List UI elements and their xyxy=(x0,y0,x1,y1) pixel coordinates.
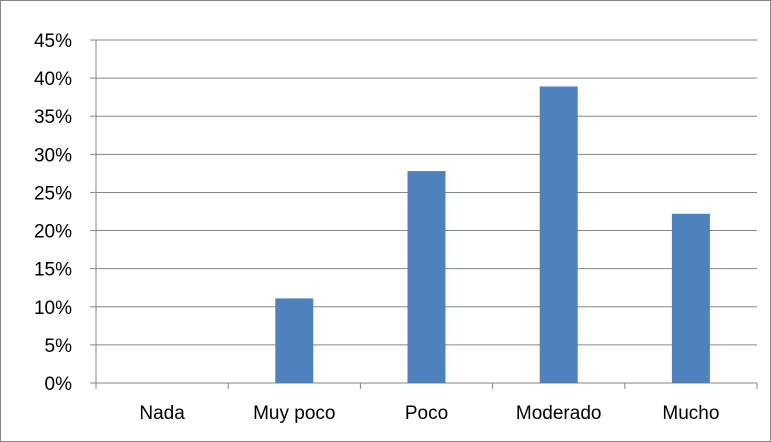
category-label: Muy poco xyxy=(253,403,335,424)
y-tick-label: 20% xyxy=(34,222,72,243)
y-tick-label: 10% xyxy=(34,298,72,319)
x-axis-category-labels: Nada Muy poco Poco Moderado Mucho xyxy=(139,403,719,424)
y-tick-label: 30% xyxy=(34,145,72,166)
category-label: Mucho xyxy=(662,403,719,424)
x-axis-ticks xyxy=(95,383,758,389)
y-tick-label: 35% xyxy=(34,107,72,128)
bar-muy-poco xyxy=(275,298,314,383)
y-tick-label: 0% xyxy=(45,374,73,395)
bar-mucho xyxy=(671,213,710,383)
y-tick-label: 40% xyxy=(34,69,72,90)
bar-poco xyxy=(407,171,446,383)
bar-moderado xyxy=(539,86,578,384)
y-axis-tick-labels: 0% 5% 10% 15% 20% 25% 30% 35% 40% 45% xyxy=(34,31,72,395)
bars xyxy=(275,86,710,384)
y-tick-label: 25% xyxy=(34,183,72,204)
y-tick-label: 15% xyxy=(34,260,72,281)
y-tick-label: 5% xyxy=(45,336,73,357)
category-label: Moderado xyxy=(516,403,602,424)
y-tick-label: 45% xyxy=(34,31,72,52)
category-label: Nada xyxy=(139,403,185,424)
category-label: Poco xyxy=(405,403,448,424)
